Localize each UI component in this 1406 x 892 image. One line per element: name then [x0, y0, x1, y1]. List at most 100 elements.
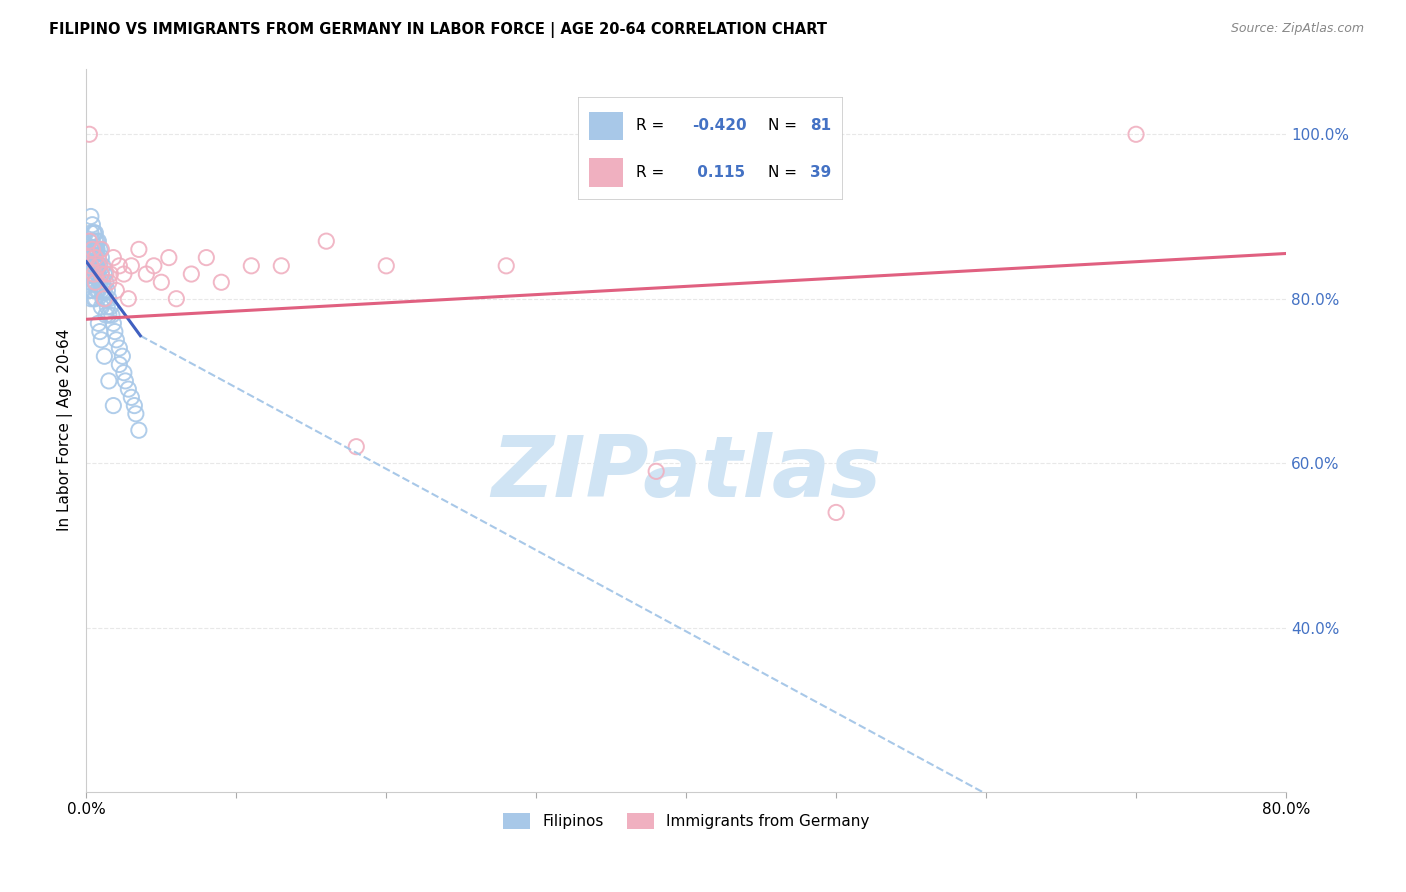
Text: FILIPINO VS IMMIGRANTS FROM GERMANY IN LABOR FORCE | AGE 20-64 CORRELATION CHART: FILIPINO VS IMMIGRANTS FROM GERMANY IN L… [49, 22, 827, 38]
Point [90, 333, 112, 347]
Point [165, 292, 187, 306]
Point [83, 226, 105, 240]
Point [82, 267, 104, 281]
Point [84, 275, 107, 289]
Point [112, 366, 135, 380]
Point [80, 292, 103, 306]
Point [87, 317, 110, 331]
Point [82, 218, 104, 232]
Point [76, 251, 98, 265]
Point [83, 243, 105, 257]
Point [79, 234, 101, 248]
Text: ZIPatlas: ZIPatlas [491, 432, 882, 516]
Point [80, 210, 103, 224]
Point [97, 374, 120, 388]
Point [82, 251, 104, 265]
Point [101, 308, 124, 322]
Point [84, 259, 107, 273]
Point [96, 300, 118, 314]
Point [76, 275, 98, 289]
Point [86, 243, 108, 257]
Point [83, 292, 105, 306]
Point [124, 399, 146, 413]
Point [76, 259, 98, 273]
Point [195, 251, 218, 265]
Point [645, 464, 668, 478]
Y-axis label: In Labor Force | Age 20-64: In Labor Force | Age 20-64 [58, 329, 73, 532]
Point [83, 275, 105, 289]
Point [114, 374, 136, 388]
Point [86, 234, 108, 248]
Point [79, 128, 101, 142]
Point [105, 333, 128, 347]
Point [87, 284, 110, 298]
Point [180, 267, 202, 281]
Point [84, 234, 107, 248]
Point [89, 243, 111, 257]
Point [86, 243, 108, 257]
Point [90, 284, 112, 298]
Point [84, 243, 107, 257]
Point [104, 325, 127, 339]
Point [120, 259, 142, 273]
Point [103, 399, 125, 413]
Point [87, 251, 110, 265]
Point [96, 284, 118, 298]
Point [86, 284, 108, 298]
Point [93, 349, 115, 363]
Point [79, 234, 101, 248]
Point [375, 259, 398, 273]
Point [84, 275, 107, 289]
Point [84, 226, 107, 240]
Point [94, 308, 117, 322]
Point [240, 259, 263, 273]
Point [76, 243, 98, 257]
Point [135, 267, 157, 281]
Point [80, 259, 103, 273]
Point [82, 284, 104, 298]
Point [120, 390, 142, 404]
Point [79, 251, 101, 265]
Point [89, 325, 111, 339]
Point [91, 275, 114, 289]
Point [89, 259, 111, 273]
Point [80, 243, 103, 257]
Point [142, 259, 165, 273]
Point [93, 284, 115, 298]
Point [128, 243, 150, 257]
Point [80, 275, 103, 289]
Point [87, 259, 110, 273]
Point [79, 284, 101, 298]
Point [87, 234, 110, 248]
Point [84, 292, 107, 306]
Point [125, 407, 148, 421]
Point [82, 234, 104, 248]
Point [80, 259, 103, 273]
Point [94, 267, 117, 281]
Point [111, 349, 134, 363]
Point [128, 423, 150, 437]
Point [97, 308, 120, 322]
Point [83, 226, 105, 240]
Point [90, 243, 112, 257]
Point [86, 267, 108, 281]
Point [1125, 128, 1147, 142]
Point [84, 251, 107, 265]
Point [94, 292, 117, 306]
Point [83, 259, 105, 273]
Point [83, 267, 105, 281]
Point [91, 259, 114, 273]
Point [91, 292, 114, 306]
Point [495, 259, 517, 273]
Point [90, 300, 112, 314]
Point [150, 275, 173, 289]
Point [157, 251, 180, 265]
Point [108, 358, 131, 372]
Point [825, 505, 848, 519]
Point [87, 267, 110, 281]
Point [117, 382, 139, 396]
Point [108, 341, 131, 355]
Point [103, 251, 125, 265]
Point [80, 226, 103, 240]
Point [79, 267, 101, 281]
